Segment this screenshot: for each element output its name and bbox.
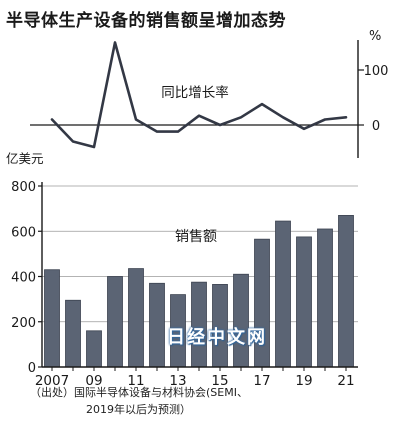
sales-bar [65,299,81,368]
growth-y-tick-label: 100 [364,64,389,79]
sales-bar [317,228,333,368]
sales-x-tick-label: 11 [127,373,144,389]
growth-y-unit: % [369,29,381,44]
sales-y-unit: 亿美元 [6,151,44,166]
source-note-line-1: （出处）国际半导体设备与材料协会(SEMI、 [30,386,248,399]
chart-title: 半导体生产设备的销售额呈增加态势 [6,11,286,31]
sales-bar [44,269,60,368]
sales-y-tick-label: 800 [11,180,36,195]
sales-x-tick-label: 13 [169,373,186,389]
sales-x-tick-label: 17 [253,373,270,389]
sales-bar [233,273,249,368]
sales-x-tick-label: 09 [85,373,102,389]
sales-x-tick-label: 21 [337,373,354,389]
growth-y-tick-label: 0 [372,119,380,134]
sales-bar [128,268,144,368]
growth-series-line [50,41,348,149]
sales-x-tick-label: 15 [211,373,228,389]
sales-y-tick-label: 400 [11,271,36,286]
sales-x-tick-label: 2007 [35,373,69,389]
sales-y-tick-label: 600 [11,225,36,240]
sales-bar [149,282,165,368]
sales-series-label: 销售额 [175,229,217,245]
sales-bar [296,236,312,368]
source-note-line-2: 2019年以后为预测） [86,403,191,416]
sales-bar [86,330,102,368]
sales-y-tick-label: 200 [11,316,36,331]
source-note: （出处）国际半导体设备与材料协会(SEMI、 2019年以后为预测） [30,384,248,418]
growth-series-label: 同比增长率 [161,84,229,101]
sales-bar [275,220,291,368]
sales-bar [338,215,354,368]
watermark: 日经中文网 [167,327,267,348]
sales-y-tick-label: 0 [28,361,36,376]
sales-x-tick-label: 19 [295,373,312,389]
sales-bar [107,276,123,368]
